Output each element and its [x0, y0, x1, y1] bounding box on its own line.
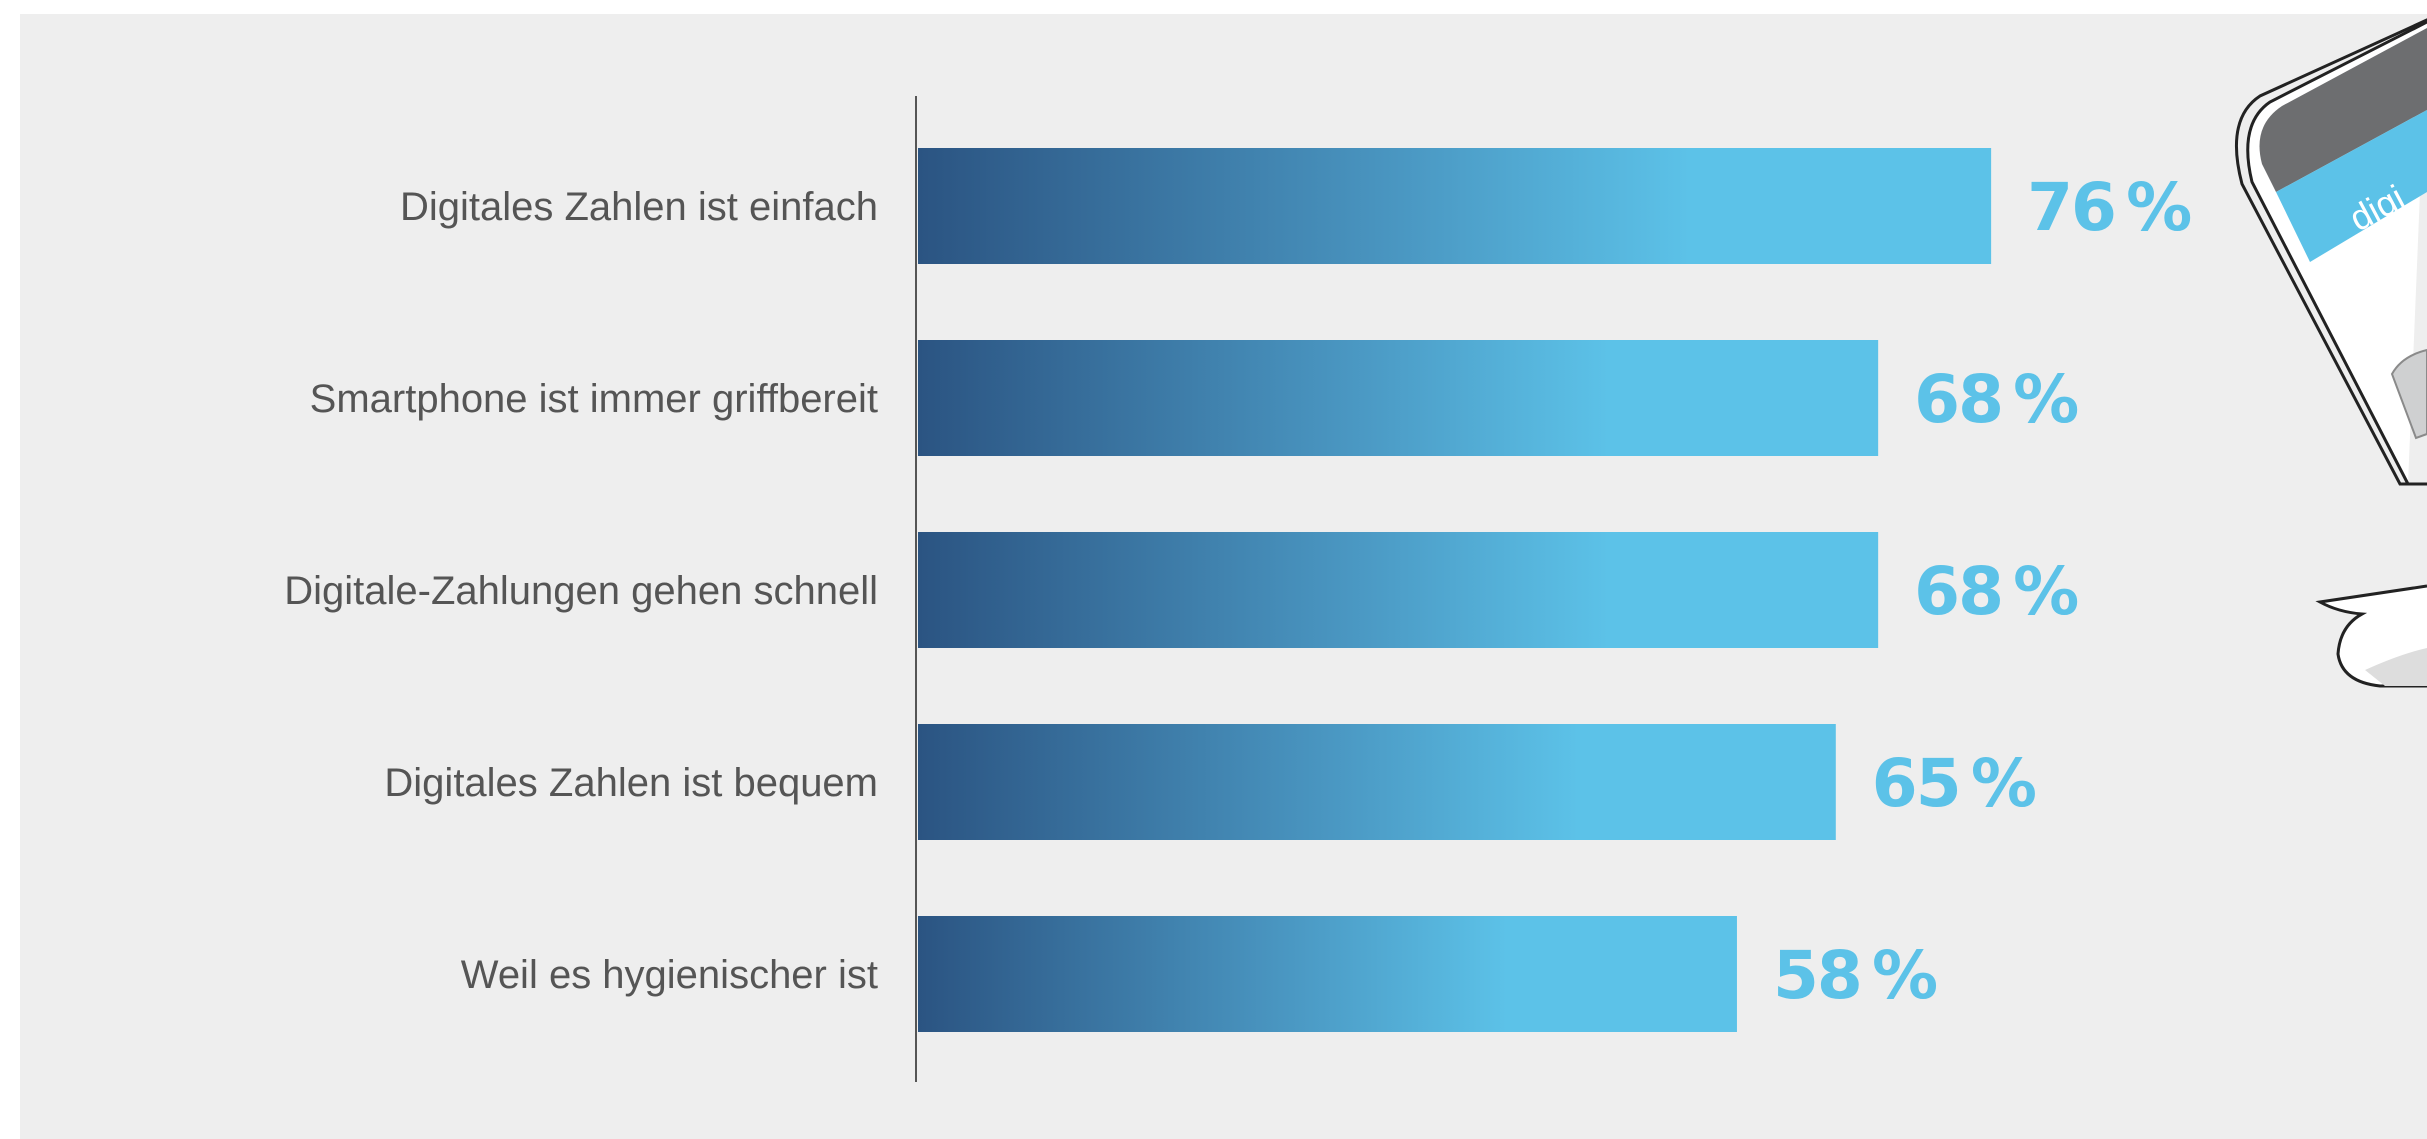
- bar-chart: digi Digitales Zahlen ist einfach 76 % Sma…: [284, 18, 2427, 1082]
- phone-top-frame: [2259, 28, 2427, 192]
- value-label: 58 %: [1773, 937, 1937, 1014]
- bar: [918, 148, 1992, 264]
- category-label: Smartphone ist immer griffbereit: [310, 377, 878, 421]
- value-label: 68 %: [1914, 361, 2078, 438]
- phone-hand-shadow: [2365, 648, 2427, 686]
- value-label: 68 %: [1914, 553, 2078, 630]
- phone-outer-outline: [2235, 18, 2427, 486]
- category-label: Digitales Zahlen ist bequem: [384, 761, 878, 805]
- bar: [918, 340, 1879, 456]
- category-label: Digitale-Zahlungen gehen schnell: [284, 569, 878, 613]
- smartphone-icon: digi: [2235, 18, 2427, 688]
- bar: [918, 724, 1836, 840]
- category-label: Weil es hygienischer ist: [461, 953, 878, 997]
- phone-screen-card: [2390, 348, 2427, 440]
- chart-panel: digi Digitales Zahlen ist einfach 76 % Sma…: [20, 14, 2427, 1139]
- bar: [918, 532, 1879, 648]
- value-label: 76 %: [2027, 169, 2191, 246]
- category-label: Digitales Zahlen ist einfach: [400, 185, 878, 229]
- bar: [918, 916, 1737, 1032]
- phone-screen-band: [2276, 110, 2427, 262]
- value-label: 65 %: [1872, 745, 2036, 822]
